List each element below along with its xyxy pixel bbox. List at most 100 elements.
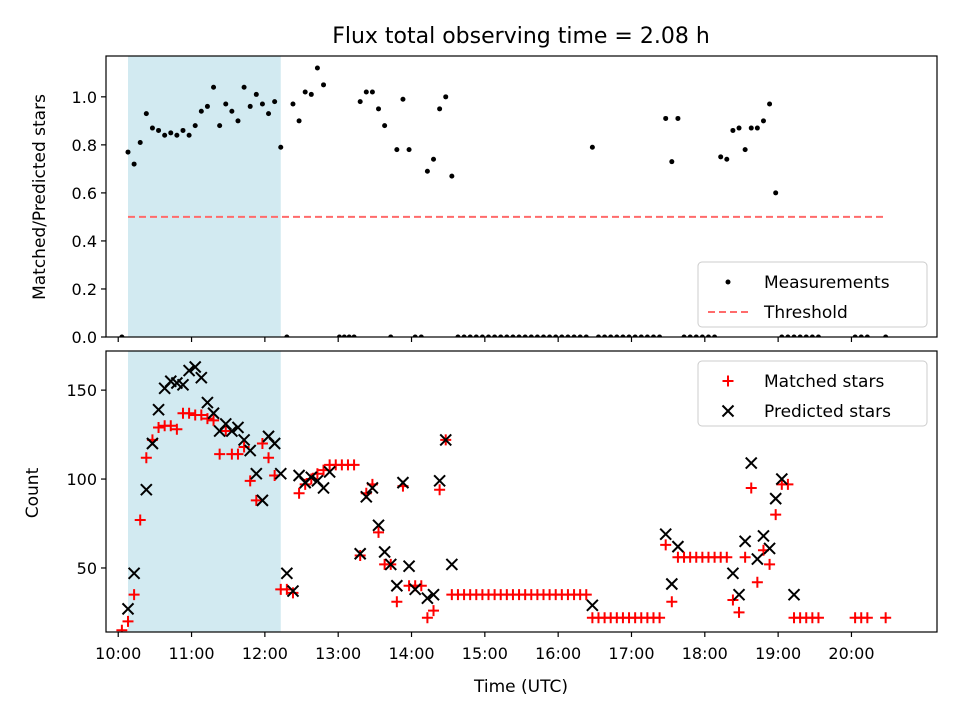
measurement-point: [852, 334, 858, 337]
measurement-point: [278, 144, 284, 150]
measurement-point: [266, 111, 272, 117]
measurement-point: [247, 103, 253, 109]
measurement-point: [461, 334, 467, 337]
legend-label: Measurements: [764, 273, 890, 293]
measurement-point: [186, 132, 192, 138]
matched-point: [770, 509, 782, 521]
measurement-point: [284, 334, 290, 337]
measurement-point: [516, 334, 522, 337]
measurement-point: [553, 334, 559, 337]
panel-frame: [105, 350, 938, 633]
y-tick-label: 0.6: [72, 184, 97, 203]
measurement-point: [431, 156, 437, 162]
measurement-point: [883, 334, 889, 337]
legend-box: [697, 360, 928, 427]
matched-point: [116, 624, 128, 632]
predicted-point: [671, 540, 685, 553]
matched-point: [654, 612, 666, 624]
measurement-point: [363, 89, 369, 95]
matched-point: [733, 606, 745, 618]
predicted-point: [207, 407, 220, 420]
chart-title: Flux total observing time = 2.08 h: [332, 24, 710, 49]
measurement-point: [455, 334, 461, 337]
predicted-point: [237, 433, 251, 447]
predicted-point: [140, 483, 153, 496]
predicted-point: [121, 602, 135, 616]
matched-point: [812, 612, 824, 624]
top-panel: 0.0 0.2 0.4 0.6 0.8 1.0 Measurements Threshold: [72, 55, 938, 347]
measurement-point: [718, 154, 724, 160]
x-tick-label: 12:00: [242, 644, 288, 663]
legend-label: Threshold: [763, 303, 848, 323]
predicted-point: [665, 577, 679, 591]
matched-point: [232, 448, 244, 460]
measurement-point: [760, 118, 766, 124]
matched-point: [140, 452, 152, 464]
measurement-point: [241, 84, 247, 90]
measurement-point: [705, 334, 711, 337]
predicted-point: [225, 424, 239, 438]
predicted-point: [250, 467, 263, 480]
matched-point: [861, 612, 873, 624]
measurement-point: [217, 123, 223, 129]
measurement-point: [748, 125, 754, 131]
matched-point: [428, 605, 440, 617]
measurement-point: [583, 334, 589, 337]
matched-point: [244, 475, 256, 487]
highlight-span: [127, 351, 281, 632]
measurement-point: [308, 91, 314, 97]
measurement-point: [602, 334, 608, 337]
measurement-point: [290, 101, 296, 107]
matched-point: [208, 414, 220, 426]
measurement-point: [192, 123, 198, 129]
measurement-point: [406, 147, 412, 153]
x-tick-label: 14:00: [388, 644, 434, 663]
predicted-point: [176, 378, 190, 391]
plot-area: [119, 65, 889, 337]
predicted-point: [274, 467, 287, 480]
predicted-point: [256, 494, 269, 507]
panel-frame: [105, 55, 938, 338]
measurement-point: [346, 334, 352, 337]
measurement-point: [730, 127, 736, 133]
legend-swatch: [722, 375, 734, 387]
measurement-point: [204, 103, 210, 109]
matched-point: [287, 587, 299, 599]
matched-point: [299, 478, 311, 490]
measurement-point: [302, 89, 308, 95]
measurement-point: [559, 334, 565, 337]
measurement-point: [693, 334, 699, 337]
predicted-point: [408, 583, 422, 596]
measurement-point: [253, 91, 259, 97]
predicted-point: [280, 567, 294, 580]
predicted-point: [146, 437, 159, 450]
x-tick-label: 10:00: [95, 644, 141, 663]
predicted-point: [366, 481, 379, 495]
measurement-point: [296, 118, 302, 124]
measurement-point: [626, 334, 632, 337]
legend-swatch: [721, 404, 735, 418]
x-tick-label: 13:00: [315, 644, 361, 663]
predicted-point: [286, 584, 300, 598]
measurement-point: [400, 96, 406, 102]
predicted-point: [360, 490, 373, 504]
measurement-point: [589, 144, 595, 150]
measurement-point: [321, 82, 327, 88]
predicted-point: [726, 567, 740, 580]
predicted-point: [751, 552, 764, 566]
measurement-point: [681, 334, 687, 337]
x-tick-label: 16:00: [535, 644, 581, 663]
measurement-point: [180, 127, 186, 133]
measurement-point: [815, 334, 821, 337]
measurement-point: [614, 334, 620, 337]
matched-point: [134, 514, 146, 526]
matched-point: [263, 452, 275, 464]
matched-point: [214, 448, 226, 460]
predicted-point: [152, 403, 165, 416]
predicted-point: [769, 492, 782, 505]
measurement-point: [657, 334, 663, 337]
measurement-point: [382, 123, 388, 129]
matched-point: [220, 425, 232, 437]
measurement-point: [341, 334, 347, 337]
